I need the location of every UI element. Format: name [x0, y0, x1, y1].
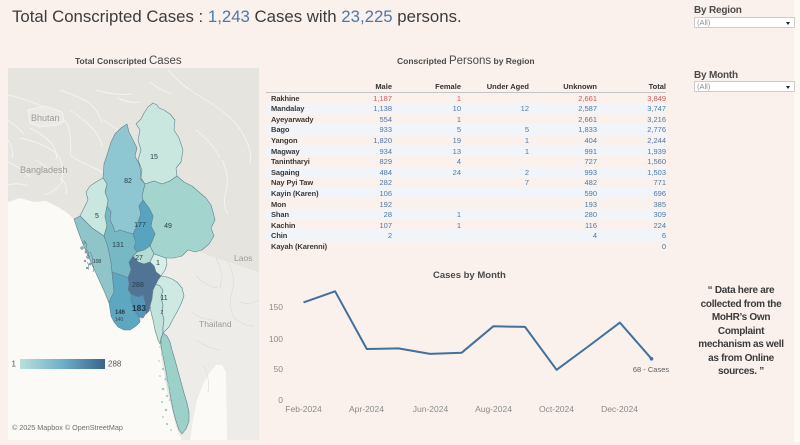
svg-text:288: 288	[132, 282, 144, 289]
svg-text:© 2025 Mapbox © OpenStreetMap: © 2025 Mapbox © OpenStreetMap	[12, 423, 123, 432]
svg-text:Laos: Laos	[234, 253, 252, 263]
svg-text:108: 108	[93, 259, 102, 265]
svg-text:15: 15	[150, 154, 158, 161]
svg-text:288: 288	[108, 360, 122, 369]
svg-text:Bangladesh: Bangladesh	[20, 165, 68, 175]
svg-text:49: 49	[164, 223, 172, 230]
svg-text:82: 82	[124, 178, 132, 185]
svg-text:177: 177	[134, 222, 146, 229]
svg-text:140: 140	[115, 317, 124, 323]
svg-text:Thailand: Thailand	[199, 319, 232, 329]
svg-text:131: 131	[112, 242, 124, 249]
svg-text:1: 1	[12, 360, 17, 369]
svg-text:5: 5	[95, 213, 99, 220]
svg-text:27: 27	[135, 255, 143, 262]
svg-text:146: 146	[115, 310, 126, 316]
svg-text:183: 183	[132, 303, 146, 313]
svg-text:11: 11	[160, 295, 167, 302]
svg-text:1: 1	[156, 260, 160, 267]
svg-text:2: 2	[161, 310, 164, 316]
svg-text:Bhutan: Bhutan	[31, 113, 60, 123]
